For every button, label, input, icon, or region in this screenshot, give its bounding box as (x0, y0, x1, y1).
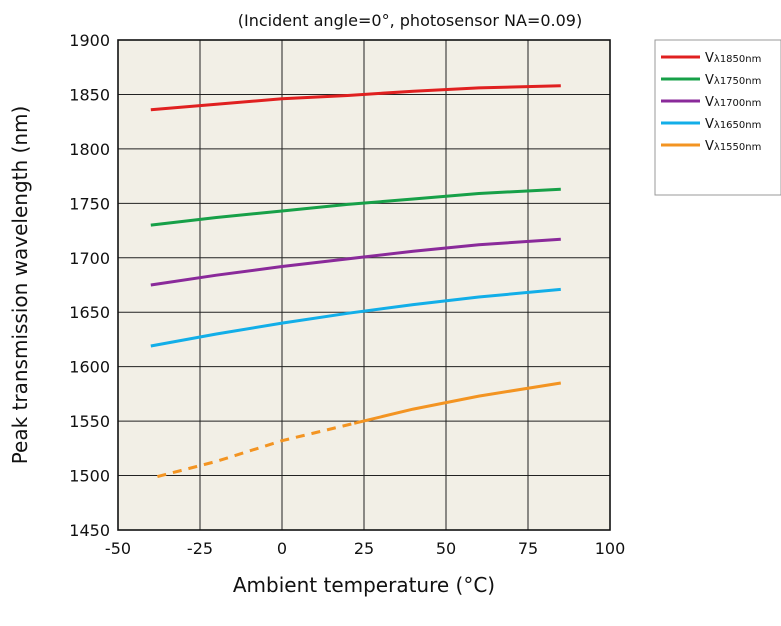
y-tick-label: 1450 (69, 521, 110, 540)
x-tick-labels: -50 -25 0 25 50 75 100 (105, 539, 625, 558)
legend-items: Vλ1850nm Vλ1750nm Vλ1700nm Vλ1650nm Vλ1550nm (661, 51, 761, 154)
x-tick-label: -25 (187, 539, 213, 558)
y-tick-label: 1850 (69, 85, 110, 104)
series-line-lambda-1550nm (353, 381, 562, 425)
y-tick-label: 1700 (69, 249, 110, 268)
y-tick-label: 1800 (69, 140, 110, 159)
y-tick-label: 1750 (69, 194, 110, 213)
y-tick-label: 1900 (69, 31, 110, 50)
y-tick-labels: 1450 1500 1550 1600 1650 1700 1750 1800 1850 1900 (69, 31, 110, 540)
series-group (150, 84, 562, 479)
y-tick-label: 1600 (69, 358, 110, 377)
legend-box (654, 39, 781, 196)
y-tick-label: 1550 (69, 412, 110, 431)
x-tick-label: 25 (354, 539, 374, 558)
y-tick-label: 1500 (69, 467, 110, 486)
legend: Vλ1850nm Vλ1750nm Vλ1700nm Vλ1650nm Vλ1550nm (654, 39, 781, 196)
legend-label: Vλ1700nm (705, 95, 761, 110)
x-tick-label: 75 (518, 539, 538, 558)
legend-label: Vλ1850nm (705, 51, 761, 66)
series-line-lambda-1700nm (150, 237, 561, 287)
chart-subtitle: (Incident angle=0°, photosensor NA=0.09) (238, 11, 582, 30)
series-line-lambda-1750nm (150, 187, 561, 227)
y-axis-title: Peak transmission wavelength (nm) (8, 106, 32, 465)
legend-label: Vλ1650nm (705, 117, 761, 132)
plot-frame (117, 39, 611, 531)
x-tick-label: -50 (105, 539, 131, 558)
series-line-lambda-1850nm (150, 84, 561, 112)
y-tick-label: 1650 (69, 303, 110, 322)
x-tick-label: 50 (436, 539, 456, 558)
legend-label: Vλ1750nm (705, 73, 761, 88)
series-line-lambda-1550nm-dashed (157, 421, 355, 479)
x-tick-label: 100 (595, 539, 626, 558)
x-tick-label: 0 (277, 539, 287, 558)
series-line-lambda-1650nm (150, 287, 561, 348)
x-axis-title: Ambient temperature (°C) (233, 573, 495, 597)
legend-label: Vλ1550nm (705, 139, 761, 154)
